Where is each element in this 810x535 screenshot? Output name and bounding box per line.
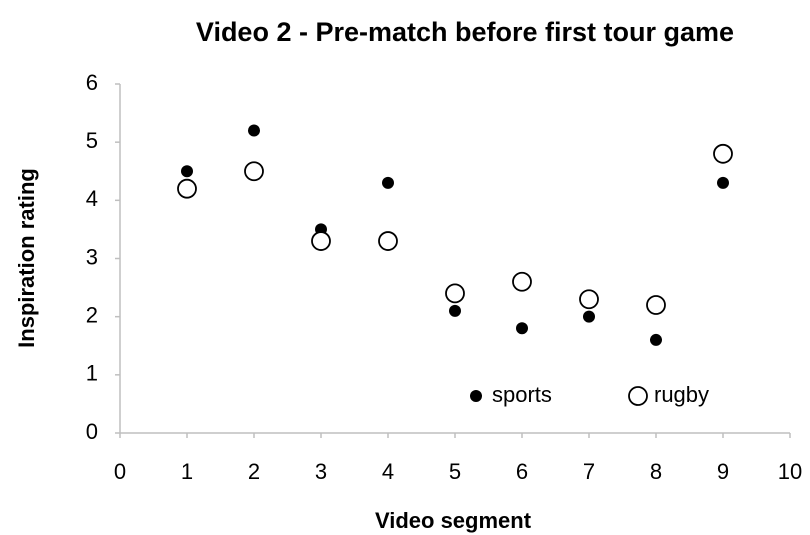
y-tick-label: 5 (86, 128, 98, 153)
point (382, 176, 394, 189)
x-tick-label: 3 (315, 459, 327, 484)
y-tick-label: 0 (86, 419, 98, 444)
point (717, 176, 729, 189)
x-tick-label: 0 (114, 459, 126, 484)
legend-label: sports (492, 382, 552, 407)
point (650, 333, 662, 346)
x-tick-label: 10 (778, 459, 802, 484)
point (244, 161, 264, 182)
point (646, 295, 666, 315)
y-tick-label: 6 (86, 70, 98, 95)
x-tick-label: 5 (449, 459, 461, 484)
point (512, 271, 532, 292)
legend-marker (628, 386, 648, 406)
point (516, 322, 528, 335)
legend-label: rugby (654, 382, 709, 407)
x-tick-label: 1 (181, 459, 193, 484)
x-tick-label: 6 (516, 459, 528, 484)
x-tick-label: 2 (248, 459, 260, 484)
point (713, 143, 733, 164)
point (449, 304, 461, 317)
y-tick-label: 3 (86, 244, 98, 269)
point (445, 283, 465, 304)
y-tick-label: 4 (86, 186, 98, 211)
x-axis-label: Video segment (375, 508, 532, 533)
point (378, 231, 398, 251)
legend-marker (470, 390, 482, 402)
x-tick-label: 8 (650, 459, 662, 484)
y-axis-label: Inspiration rating (14, 168, 39, 348)
point (181, 165, 193, 178)
point (177, 178, 197, 199)
y-tick-label: 1 (86, 361, 98, 386)
point (311, 231, 331, 251)
y-tick-label: 2 (86, 302, 98, 327)
x-tick-label: 4 (382, 459, 394, 484)
x-tick-label: 7 (583, 459, 595, 484)
point (579, 289, 599, 310)
chart-title: Video 2 - Pre-match before first tour ga… (196, 17, 734, 47)
point (583, 310, 595, 323)
point (248, 124, 260, 137)
x-tick-label: 9 (717, 459, 729, 484)
